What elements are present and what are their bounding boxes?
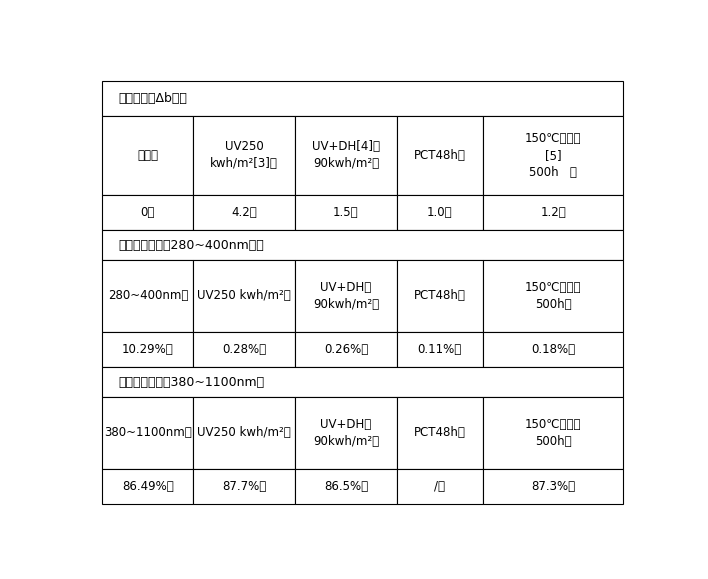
Bar — [102, 261, 193, 332]
Bar — [295, 261, 396, 332]
Bar — [102, 332, 193, 367]
Text: UV250
kwh/m²[3]。: UV250 kwh/m²[3]。 — [210, 140, 278, 170]
Text: UV+DH[4]。
90kwh/m²。: UV+DH[4]。 90kwh/m²。 — [312, 140, 380, 170]
Bar — [102, 468, 193, 504]
Bar — [483, 195, 624, 230]
Text: 1.0。: 1.0。 — [427, 206, 452, 219]
Bar — [483, 397, 624, 468]
Text: 86.5%。: 86.5%。 — [324, 480, 368, 493]
Text: UV250 kwh/m²。: UV250 kwh/m²。 — [198, 427, 291, 439]
Text: 0.18%。: 0.18%。 — [531, 343, 575, 356]
Text: PCT48h。: PCT48h。 — [413, 427, 466, 439]
Text: 初始。: 初始。 — [137, 149, 159, 162]
Bar — [396, 261, 483, 332]
Text: 0.26%。: 0.26%。 — [324, 343, 368, 356]
Bar — [193, 468, 295, 504]
Text: 1.2。: 1.2。 — [540, 206, 566, 219]
Text: 380~1100nm。: 380~1100nm。 — [104, 427, 192, 439]
Text: 87.7%。: 87.7%。 — [222, 480, 266, 493]
Bar — [396, 397, 483, 468]
Text: UV+DH。
90kwh/m²。: UV+DH。 90kwh/m²。 — [313, 418, 379, 448]
Text: UV250 kwh/m²。: UV250 kwh/m²。 — [198, 290, 291, 302]
Bar — [483, 116, 624, 195]
Bar — [193, 397, 295, 468]
Text: 87.3%。: 87.3%。 — [531, 480, 575, 493]
Bar — [295, 397, 396, 468]
Text: 1.5。: 1.5。 — [333, 206, 359, 219]
Bar — [102, 116, 193, 195]
Text: UV+DH。
90kwh/m²。: UV+DH。 90kwh/m²。 — [313, 281, 379, 311]
Bar — [193, 195, 295, 230]
Text: /。: /。 — [434, 480, 445, 493]
Bar — [483, 468, 624, 504]
Text: 150℃热老化
500h。: 150℃热老化 500h。 — [525, 281, 581, 311]
Text: 4.2。: 4.2。 — [232, 206, 257, 219]
Bar — [193, 332, 295, 367]
Bar — [295, 468, 396, 504]
Text: 150℃热老化
[5]
500h   。: 150℃热老化 [5] 500h 。 — [525, 132, 581, 179]
Bar — [102, 195, 193, 230]
Bar — [295, 332, 396, 367]
Text: PCT48h。: PCT48h。 — [413, 290, 466, 302]
Bar — [102, 80, 624, 116]
Bar — [193, 261, 295, 332]
Text: 0。: 0。 — [141, 206, 155, 219]
Bar — [396, 116, 483, 195]
Text: 86.49%。: 86.49%。 — [122, 480, 173, 493]
Bar — [483, 261, 624, 332]
Bar — [102, 230, 624, 261]
Text: 可见光透过率：380~1100nm。: 可见光透过率：380~1100nm。 — [119, 376, 265, 389]
Bar — [102, 367, 624, 397]
Text: 紫外光阻隔率（280~400nm）。: 紫外光阻隔率（280~400nm）。 — [119, 239, 264, 252]
Bar — [295, 116, 396, 195]
Bar — [396, 195, 483, 230]
Bar — [483, 332, 624, 367]
Text: PCT48h。: PCT48h。 — [413, 149, 466, 162]
Bar — [102, 397, 193, 468]
Bar — [193, 116, 295, 195]
Text: 150℃热老化
500h。: 150℃热老化 500h。 — [525, 418, 581, 448]
Bar — [396, 332, 483, 367]
Text: 0.11%。: 0.11%。 — [418, 343, 462, 356]
Bar — [295, 195, 396, 230]
Text: 0.28%。: 0.28%。 — [222, 343, 266, 356]
Text: 黄变指数（Δb）。: 黄变指数（Δb）。 — [119, 92, 188, 105]
Text: 280~400nm。: 280~400nm。 — [108, 290, 188, 302]
Bar — [396, 468, 483, 504]
Text: 10.29%。: 10.29%。 — [122, 343, 173, 356]
